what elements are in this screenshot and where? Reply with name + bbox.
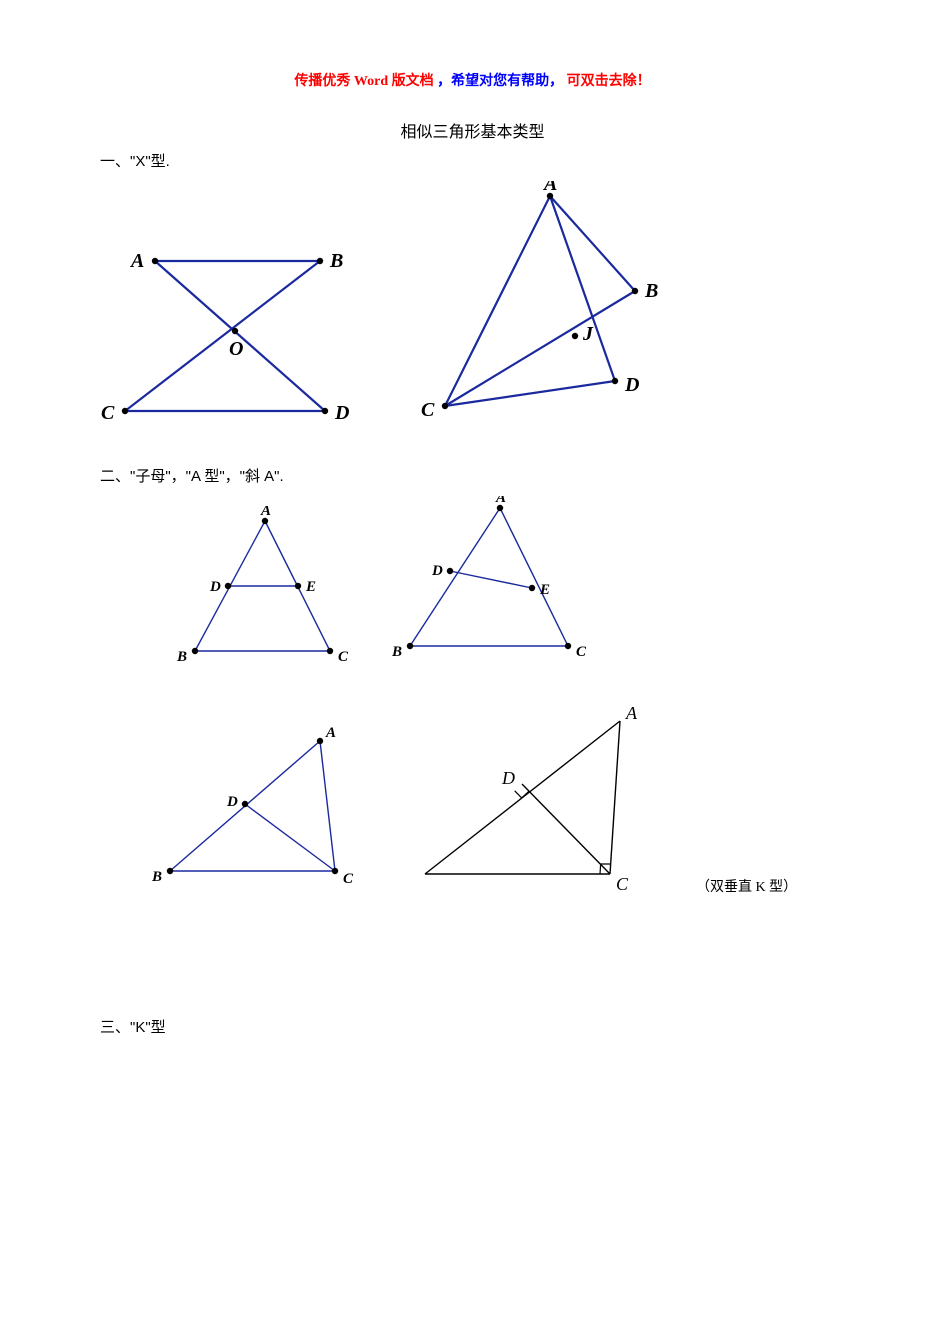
svg-text:C: C xyxy=(576,644,587,660)
figure-row-2: A D E B C A D E B C xyxy=(170,496,845,666)
svg-text:C: C xyxy=(343,871,354,887)
section-1-label: 一、"X"型. xyxy=(100,150,845,171)
svg-text:D: D xyxy=(209,579,221,595)
svg-text:B: B xyxy=(391,644,402,660)
svg-text:A: A xyxy=(625,706,638,723)
section-2-label: 二、"子母"，"A 型"，"斜 A". xyxy=(100,465,845,486)
svg-text:B: B xyxy=(329,250,343,272)
svg-text:A: A xyxy=(129,250,144,272)
document-page: 传播优秀 Word 版文档 ，希望对您有帮助， 可双击去除！ 相似三角形基本类型… xyxy=(0,0,945,1107)
svg-text:B: B xyxy=(644,280,658,302)
banner-part2: ，希望对您有帮助， xyxy=(437,74,563,89)
figure-a-type-3: A D B C xyxy=(150,726,370,896)
banner: 传播优秀 Word 版文档 ，希望对您有帮助， 可双击去除！ xyxy=(100,70,845,90)
figure-row-3: A D B C A D C （双垂直 K 型） xyxy=(150,706,845,896)
figure-row-1: A B O C D A B J C D xyxy=(100,181,845,441)
section-3-label: 三、"K"型 xyxy=(100,1016,845,1037)
svg-text:D: D xyxy=(431,563,443,579)
svg-text:O: O xyxy=(229,338,243,360)
svg-text:B: B xyxy=(176,649,187,665)
svg-text:J: J xyxy=(582,323,594,345)
svg-text:B: B xyxy=(151,869,162,885)
svg-text:A: A xyxy=(495,496,506,506)
figure-a-type-2: A D E B C xyxy=(390,496,590,666)
svg-text:D: D xyxy=(501,768,515,788)
svg-text:A: A xyxy=(542,181,557,195)
svg-text:C: C xyxy=(101,402,115,424)
annotation-double-perp: （双垂直 K 型） xyxy=(696,876,797,896)
svg-text:A: A xyxy=(260,506,271,519)
page-title: 相似三角形基本类型 xyxy=(100,118,845,142)
figure-x-type-2: A B J C D xyxy=(400,181,660,441)
svg-text:C: C xyxy=(616,874,629,894)
svg-text:D: D xyxy=(226,794,238,810)
svg-text:C: C xyxy=(338,649,349,665)
svg-text:A: A xyxy=(325,726,336,741)
svg-text:D: D xyxy=(624,374,639,396)
banner-part3: 可双击去除！ xyxy=(567,74,651,89)
svg-text:D: D xyxy=(334,402,349,424)
figure-x-type-1: A B O C D xyxy=(100,221,360,441)
svg-text:E: E xyxy=(305,579,316,595)
svg-text:E: E xyxy=(539,582,550,598)
svg-text:C: C xyxy=(421,399,435,421)
figure-a-type-1: A D E B C xyxy=(170,506,350,666)
figure-a-type-4: A D C xyxy=(410,706,650,896)
banner-part1: 传播优秀 Word 版文档 xyxy=(294,74,433,89)
